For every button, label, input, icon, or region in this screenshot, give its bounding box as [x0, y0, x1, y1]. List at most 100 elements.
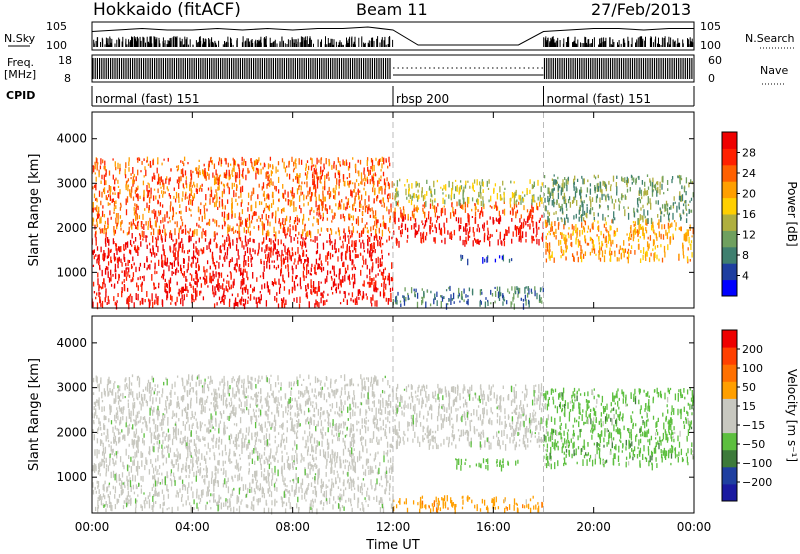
- xtick-label: 00:00: [75, 520, 110, 534]
- xtick-label: 08:00: [275, 520, 310, 534]
- freq-unit-label: [MHz]: [4, 68, 36, 81]
- scatter-region-1: [92, 156, 392, 239]
- velocity-colorbar-tick-label: 50: [742, 381, 756, 394]
- ylabel: Slant Range [km]: [27, 154, 42, 267]
- xlabel: Time UT: [365, 538, 419, 553]
- velocity-colorbar-tick-label: −100: [742, 457, 772, 470]
- velocity-colorbar-swatch: [722, 415, 737, 434]
- velocity-colorbar-swatch: [722, 449, 737, 468]
- freq-ytick-bottom: 8: [64, 72, 71, 85]
- ytick-label: 1000: [56, 265, 87, 279]
- scatter-region-5: [460, 254, 511, 263]
- scatter-region-1: [396, 385, 542, 448]
- power-panel: 1000 2000 3000 4000 Slant Range [km]: [27, 111, 695, 310]
- velocity-panel: 1000 2000 3000 4000 Slant Range [km] 00:00 04:…: [27, 315, 712, 553]
- velocity-colorbar-swatch: [722, 398, 737, 416]
- cpid-strip: normal (fast) 151 rbsp 200 normal (fast) 1…: [91, 86, 695, 107]
- noise-sky-line: [91, 26, 694, 46]
- ylabel: Slant Range [km]: [27, 358, 42, 471]
- xtick-label: 00:00: [677, 520, 712, 534]
- nsearch-label: N.Search: [745, 32, 795, 45]
- power-colorbar-swatch: [722, 214, 737, 231]
- noise-sky-strip: 105 100 105 100 N.Sky N.Search: [4, 20, 796, 52]
- ytick-label: 2000: [56, 425, 87, 439]
- freq-ytick-top: 18: [58, 54, 72, 67]
- velocity-colorbar-swatch: [722, 347, 737, 365]
- noise-ytick-top: 105: [46, 20, 67, 33]
- scatter-region-2: [393, 214, 544, 248]
- cpid-segment-label: normal (fast) 151: [547, 92, 651, 106]
- power-colorbar-tick-label: 4: [742, 270, 749, 283]
- scatter-region-0: [91, 374, 394, 515]
- scatter-region-4: [396, 179, 544, 206]
- xtick-label: 12:00: [376, 520, 411, 534]
- velocity-colorbar-tick-label: 15: [742, 400, 756, 413]
- velocity-colorbar-frame: [721, 329, 738, 502]
- power-colorbar-swatch: [722, 164, 737, 182]
- ytick-label: 2000: [56, 221, 87, 235]
- velocity-colorbar-tick-label: −15: [742, 419, 765, 432]
- power-colorbar-swatch: [722, 263, 737, 281]
- power-colorbar-swatch: [722, 246, 737, 264]
- velocity-colorbar-tick-label: 100: [742, 362, 763, 375]
- nave-ytick-top: 60: [708, 54, 722, 67]
- cpid-label: CPID: [6, 89, 35, 102]
- power-colorbar-tick-label: 28: [742, 147, 756, 160]
- scatter-region-4: [543, 387, 695, 471]
- ytick-label: 4000: [56, 132, 87, 146]
- scatter-region-0: [92, 232, 394, 310]
- scatter-region-6: [395, 286, 542, 308]
- freq-segment-dense-0: [92, 58, 391, 79]
- velocity-colorbar-tick-label: 200: [742, 343, 763, 356]
- scatter-region-6: [392, 285, 544, 310]
- power-colorbar-swatch: [722, 230, 737, 248]
- velocity-colorbar-label: Velocity [m s⁻¹]: [785, 369, 799, 462]
- xtick-label: 16:00: [476, 520, 511, 534]
- scatter-region-3: [393, 495, 544, 514]
- freq-segment-dense-2: [543, 58, 693, 79]
- scatter-region-1: [392, 383, 544, 451]
- freq-label: Freq.: [7, 56, 34, 69]
- velocity-colorbar-swatch: [722, 466, 737, 485]
- power-colorbar-label: Power [dB]: [785, 181, 799, 246]
- scatter-region-4: [544, 389, 694, 467]
- ytick-label: 4000: [56, 336, 87, 350]
- power-colorbar-swatch: [722, 148, 737, 166]
- velocity-colorbar-swatch: [722, 381, 737, 399]
- scatter-region-3: [394, 201, 541, 220]
- beam-label: Beam 11: [356, 0, 428, 19]
- power-colorbar-tick-label: 16: [742, 208, 756, 221]
- velocity-colorbar-swatch: [722, 483, 737, 502]
- colorbars: 28 24 20 16 12 8 4 Power [dB] 200 100 50 15 −15 −50 −1…: [721, 131, 799, 502]
- cpid-segment-label: rbsp 200: [396, 92, 449, 106]
- noise-right-tick-bottom: 100: [700, 39, 721, 52]
- ytick-label: 1000: [56, 470, 87, 484]
- cpid-segment-label: normal (fast) 151: [95, 92, 199, 106]
- plot-title: Hokkaido (fitACF): [93, 0, 241, 20]
- scatter-region-2: [394, 214, 544, 247]
- scatter-region-5: [460, 254, 513, 266]
- power-colorbar-tick-label: 12: [742, 229, 756, 242]
- velocity-colorbar-swatch: [722, 432, 737, 451]
- xtick-label: 04:00: [175, 520, 210, 534]
- velocity-colorbar-tick-label: −50: [742, 438, 765, 451]
- scatter-region-3: [394, 201, 539, 220]
- scatter-region-3: [421, 500, 543, 513]
- ytick-label: 3000: [56, 381, 87, 395]
- power-colorbar-swatch: [722, 279, 737, 297]
- frequency-nave-strip: 18 8 60 0 Freq.[MHz] CPID Nave: [4, 54, 788, 102]
- scatter-region-4: [543, 392, 693, 463]
- date-label: 27/Feb/2013: [591, 0, 692, 19]
- power-colorbar-tick-label: 24: [742, 167, 756, 180]
- nave-label: Nave: [760, 64, 788, 77]
- power-colorbar-tick-label: 8: [742, 249, 749, 262]
- noise-spikes: [93, 36, 694, 47]
- velocity-colorbar-swatch: [722, 330, 737, 348]
- power-colorbar-swatch: [722, 197, 737, 215]
- freq-strip-frame: [91, 54, 695, 83]
- noise-strip-frame: [91, 21, 695, 51]
- scatter-region-7: [544, 219, 693, 264]
- power-colorbar-swatch: [722, 181, 737, 199]
- velocity-colorbar-swatch: [722, 364, 737, 382]
